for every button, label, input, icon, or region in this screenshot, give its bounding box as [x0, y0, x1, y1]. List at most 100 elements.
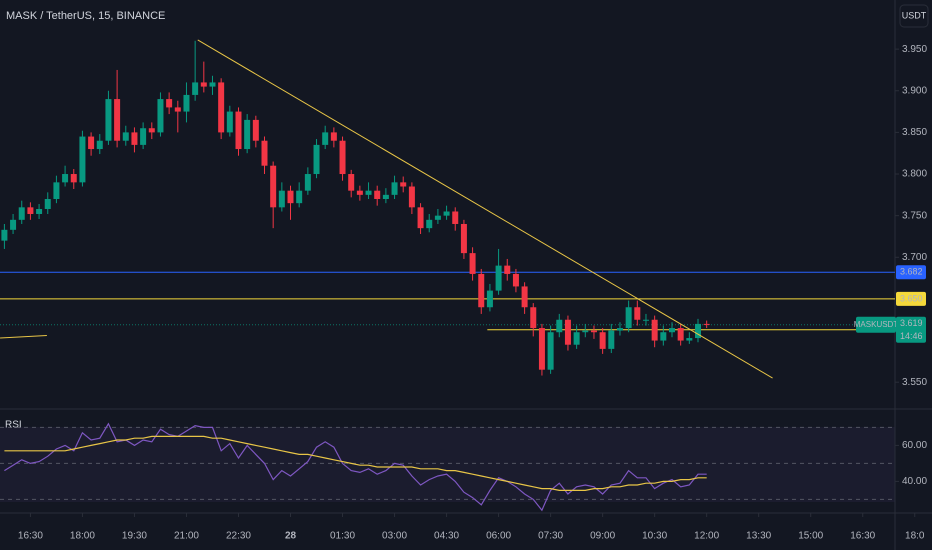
candle-body — [18, 207, 25, 220]
level-tag-label: 3.682 — [900, 267, 923, 277]
candle-body — [36, 208, 43, 214]
candle-body — [486, 290, 493, 308]
axes: 3.550 3.700 3.750 3.800 3.850 3.900 3.950 16:30… — [18, 44, 928, 542]
x-tick-label: 16:30 — [850, 531, 875, 542]
candle-body — [408, 186, 415, 208]
level-tag — [896, 265, 926, 280]
rsi-title: RSI — [5, 420, 22, 431]
symbol-tag-label: MASKUSDT — [854, 320, 899, 329]
candle-body — [616, 328, 623, 331]
x-tick-label: 16:30 — [18, 531, 43, 542]
y-tick-label: 3.700 — [902, 252, 927, 263]
candle-body — [564, 319, 571, 345]
candle-body — [192, 82, 199, 95]
candle-body — [452, 211, 459, 224]
currency-button[interactable] — [899, 4, 929, 28]
candle-body — [200, 82, 207, 87]
candle-body — [122, 132, 129, 141]
candle-body — [114, 99, 121, 141]
candle-body — [365, 190, 372, 195]
rsi-y-tick-label: 60.00 — [902, 440, 927, 451]
rsi-y-tick-label: 40.00 — [902, 476, 927, 487]
candle-body — [599, 332, 606, 349]
candle-body — [573, 332, 580, 345]
candle-body — [140, 128, 147, 145]
candle-body — [521, 286, 528, 308]
x-tick-label: 22:30 — [226, 531, 251, 542]
rsi-ma-line — [4, 435, 707, 491]
x-tick-label: 19:30 — [122, 531, 147, 542]
candle-body — [304, 174, 311, 191]
level-tag — [896, 291, 926, 306]
candle-body — [660, 332, 667, 341]
candle-body — [538, 328, 545, 370]
candle-body — [642, 319, 649, 321]
x-tick-label: 10:30 — [642, 531, 667, 542]
candle-body — [417, 207, 424, 229]
x-tick-label: 28 — [285, 531, 297, 542]
candle-body — [278, 190, 285, 208]
candle-body — [556, 319, 563, 333]
candle-body — [287, 190, 294, 204]
candle-body — [244, 119, 251, 150]
candle-body — [322, 132, 329, 145]
candle-body — [131, 132, 138, 145]
candle-body — [625, 307, 632, 329]
candle-body — [88, 136, 95, 150]
x-tick-label: 04:30 — [434, 531, 459, 542]
candle-body — [270, 165, 277, 208]
candle-body — [703, 323, 710, 325]
x-tick-label: 18:0 — [905, 531, 925, 542]
rsi-pane — [0, 422, 895, 512]
x-tick-label: 13:30 — [746, 531, 771, 542]
candle-body — [1, 229, 8, 241]
trend-line — [197, 39, 773, 379]
x-tick-label: 06:00 — [486, 531, 511, 542]
candle-body — [547, 332, 554, 370]
candle-body — [356, 190, 363, 195]
candle-body — [96, 140, 103, 150]
chart-title: MASK / TetherUS, 15, BINANCE — [6, 10, 165, 22]
y-tick-label: 3.850 — [902, 127, 927, 138]
x-tick-label: 09:00 — [590, 531, 615, 542]
candle-body — [218, 82, 225, 133]
price-tag-label: 3.619 — [900, 318, 923, 328]
candle-body — [62, 174, 69, 183]
candle-body — [226, 111, 233, 133]
candle-body — [374, 190, 381, 200]
countdown-label: 14:46 — [900, 331, 923, 341]
y-tick-label: 3.900 — [902, 85, 927, 96]
x-tick-label: 18:00 — [70, 531, 95, 542]
trend-line — [0, 335, 47, 339]
candle-body — [382, 194, 389, 200]
candle-body — [296, 190, 303, 204]
candle-body — [391, 182, 398, 195]
level-tag-label: 3.650 — [900, 293, 923, 303]
x-tick-label: 21:00 — [174, 531, 199, 542]
candle-body — [70, 174, 77, 183]
y-tick-label: 3.750 — [902, 210, 927, 221]
rsi-line — [4, 422, 707, 512]
candle-body — [53, 182, 60, 200]
candle-body — [478, 273, 485, 308]
candle-body — [695, 323, 701, 339]
candle-body — [79, 136, 86, 183]
candle-body — [252, 119, 259, 141]
currency-button-label[interactable]: USDT — [902, 10, 927, 20]
y-tick-label: 3.950 — [902, 44, 927, 55]
x-tick-label: 12:00 — [694, 531, 719, 542]
rsi-band-fill — [0, 427, 895, 502]
candle-body — [512, 273, 519, 287]
candle-body — [460, 223, 467, 254]
candle-body — [235, 111, 242, 150]
price-pane — [0, 39, 895, 379]
candle-body — [157, 99, 164, 133]
candle-body — [105, 99, 112, 141]
candle-body — [183, 94, 190, 112]
candle-body — [504, 265, 511, 274]
candle-body — [209, 82, 216, 87]
x-tick-label: 01:30 — [330, 531, 355, 542]
candle-body — [686, 338, 693, 341]
